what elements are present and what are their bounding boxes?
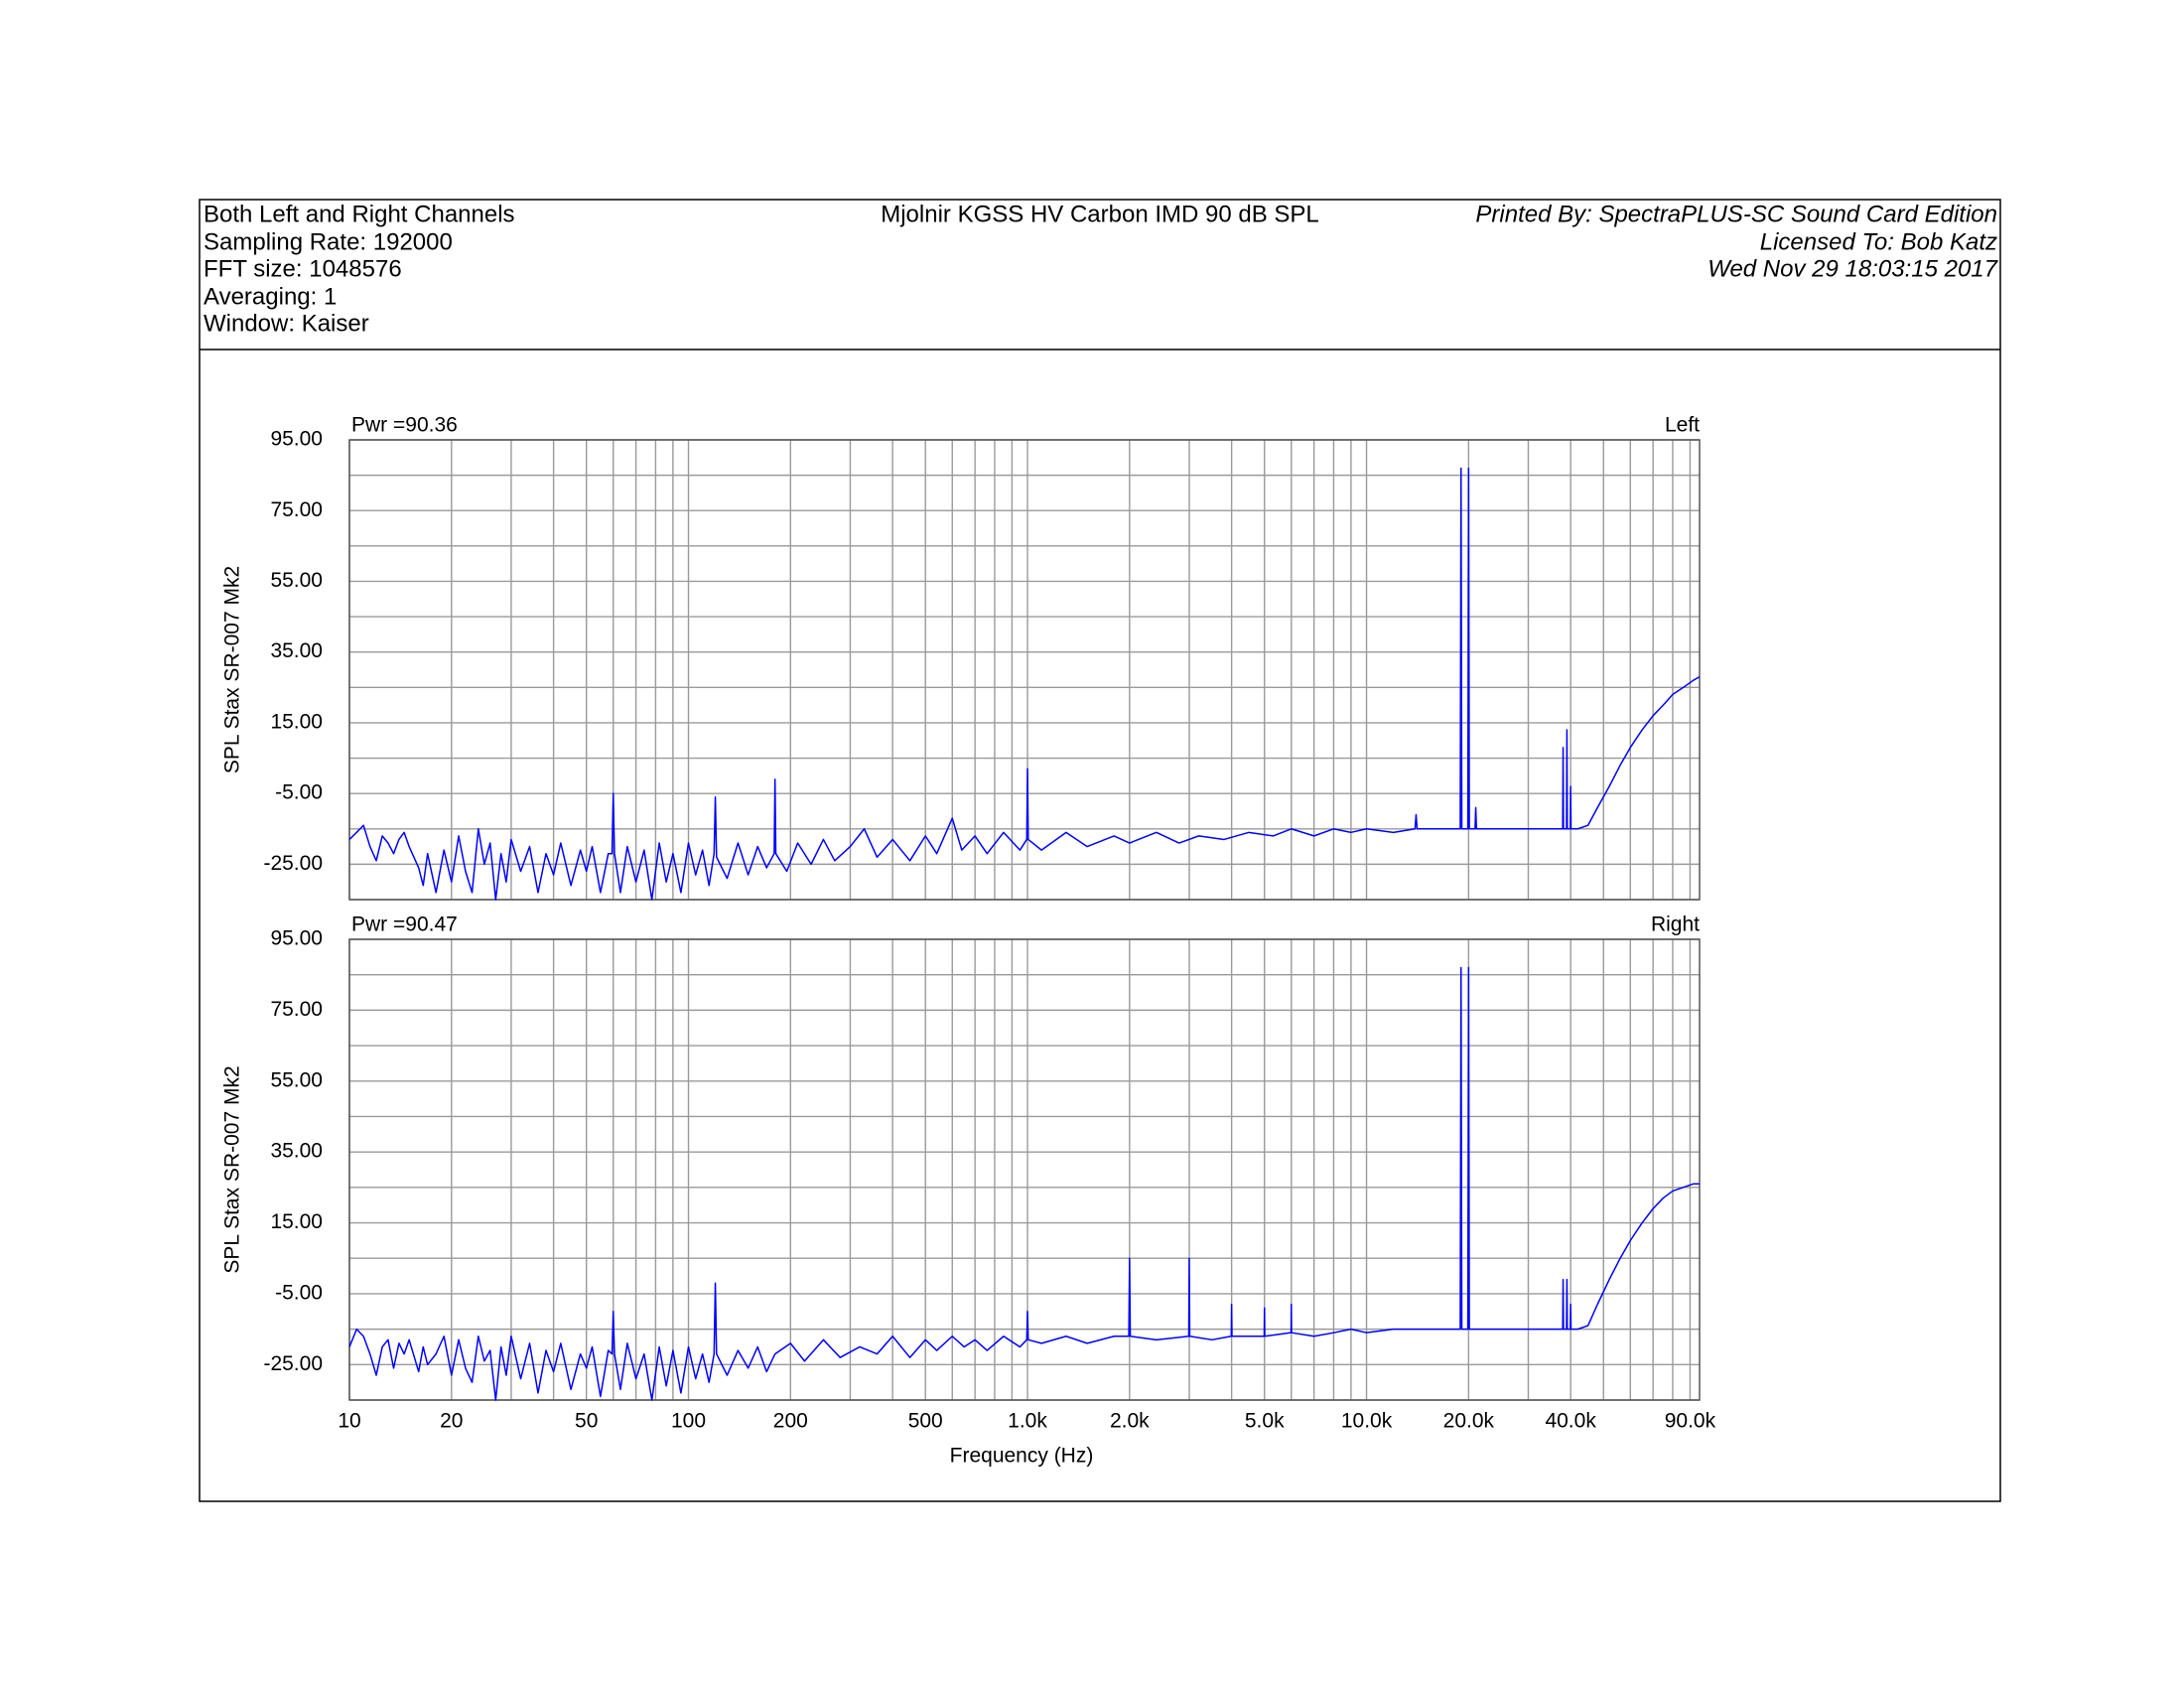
x-tick-label: 2.0k bbox=[1110, 1410, 1150, 1433]
x-tick-label: 5.0k bbox=[1245, 1410, 1285, 1433]
header-line: FFT size: 1048576 bbox=[204, 255, 402, 282]
header-line: Sampling Rate: 192000 bbox=[204, 228, 453, 255]
frame bbox=[199, 199, 2001, 1502]
x-tick-label: 500 bbox=[908, 1410, 943, 1433]
header-line: Wed Nov 29 18:03:15 2017 bbox=[1707, 255, 1998, 282]
y-tick-label: -25.00 bbox=[263, 852, 323, 875]
y-tick-label: 55.00 bbox=[270, 569, 323, 592]
x-tick-label: 20.0k bbox=[1443, 1410, 1495, 1433]
chart-title: Pwr =90.36 bbox=[351, 414, 458, 437]
header-line: Printed By: SpectraPLUS-SC Sound Card Ed… bbox=[1475, 201, 1997, 227]
y-tick-label: -5.00 bbox=[275, 1281, 323, 1304]
x-tick-label: 100 bbox=[671, 1410, 706, 1433]
x-axis-title: Frequency (Hz) bbox=[950, 1445, 1094, 1468]
x-tick-label: 10 bbox=[338, 1410, 360, 1433]
x-tick-label: 1.0k bbox=[1008, 1410, 1047, 1433]
header-line: Window: Kaiser bbox=[204, 310, 369, 337]
spectrum-line bbox=[348, 467, 1701, 901]
header-line: Licensed To: Bob Katz bbox=[1760, 228, 1997, 255]
y-tick-label: 15.00 bbox=[270, 710, 323, 733]
x-tick-label: 20 bbox=[440, 1410, 463, 1433]
y-axis-title: SPL Stax SR-007 Mk2 bbox=[221, 566, 244, 774]
header-line: Averaging: 1 bbox=[204, 283, 337, 310]
y-tick-label: 95.00 bbox=[270, 927, 323, 950]
x-tick-label: 50 bbox=[575, 1410, 598, 1433]
plot-frame bbox=[348, 439, 1701, 901]
x-tick-label: 10.0k bbox=[1341, 1410, 1393, 1433]
x-tick-label: 40.0k bbox=[1545, 1410, 1596, 1433]
header-title: Mjolnir KGSS HV Carbon IMD 90 dB SPL bbox=[881, 201, 1319, 227]
x-tick-label: 90.0k bbox=[1665, 1410, 1716, 1433]
plot-frame bbox=[348, 938, 1701, 1401]
y-tick-label: 95.00 bbox=[270, 428, 323, 451]
channel-label: Right bbox=[1651, 914, 1700, 936]
y-tick-label: -5.00 bbox=[275, 781, 323, 804]
y-tick-label: 55.00 bbox=[270, 1068, 323, 1091]
header-line: Both Left and Right Channels bbox=[204, 201, 515, 227]
y-tick-label: 35.00 bbox=[270, 639, 323, 662]
spectrum-line bbox=[348, 966, 1700, 1401]
y-tick-label: 75.00 bbox=[270, 498, 323, 521]
y-tick-label: -25.00 bbox=[263, 1352, 323, 1375]
y-tick-label: 35.00 bbox=[270, 1140, 323, 1163]
y-tick-label: 75.00 bbox=[270, 998, 323, 1021]
channel-label: Left bbox=[1665, 414, 1700, 437]
chart-title: Pwr =90.47 bbox=[351, 914, 458, 936]
y-tick-label: 15.00 bbox=[270, 1210, 323, 1233]
y-axis-title: SPL Stax SR-007 Mk2 bbox=[221, 1065, 244, 1273]
x-tick-label: 200 bbox=[773, 1410, 808, 1433]
